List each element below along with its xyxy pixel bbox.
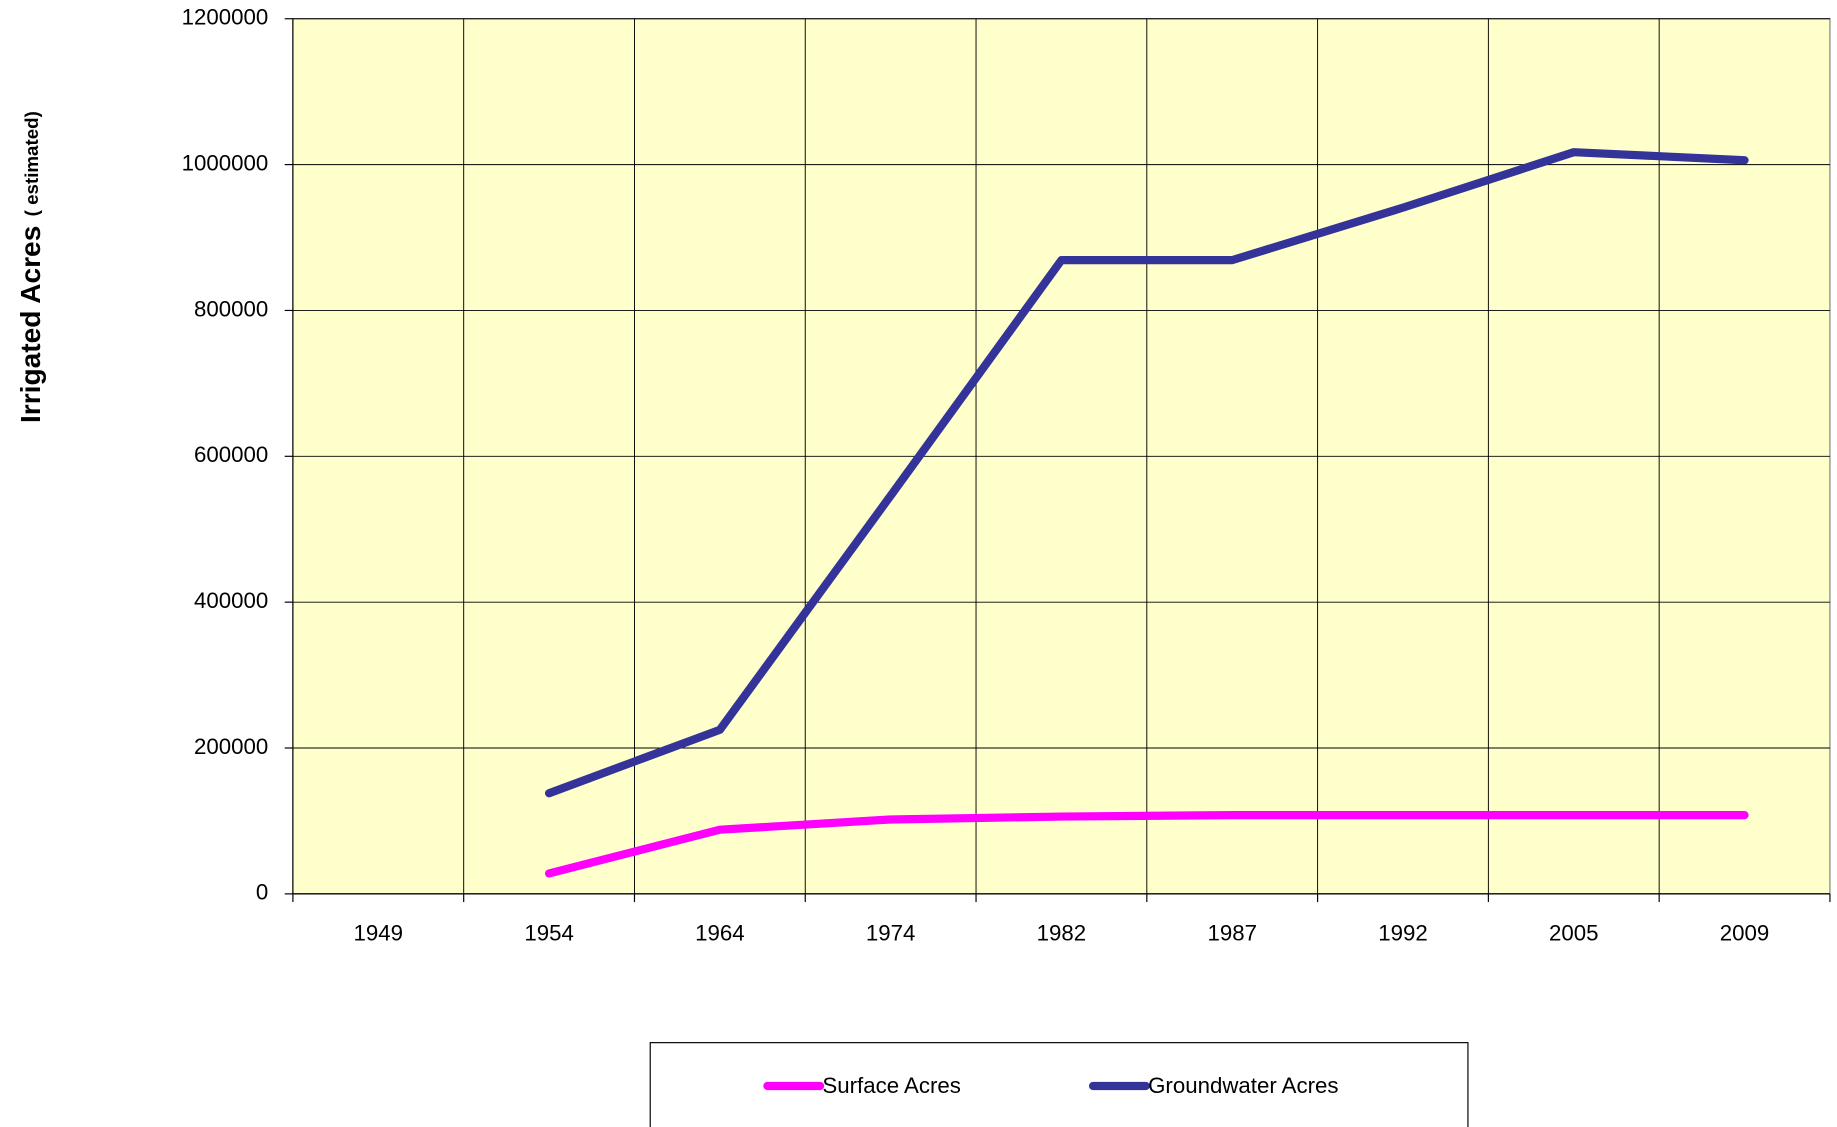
series-line <box>544 148 1749 798</box>
y-tick-label: 400000 <box>194 588 268 613</box>
x-tick-label: 1982 <box>1037 921 1087 946</box>
series-line <box>544 811 1749 878</box>
y-tick-label: 0 <box>256 880 268 905</box>
x-tick-label: 1954 <box>524 921 574 946</box>
x-tick-label: 1949 <box>354 921 403 946</box>
y-tick-label: 600000 <box>194 442 268 467</box>
y-axis-label: Irrigated Acres ( estimated) <box>15 111 46 423</box>
x-tick-label: 2005 <box>1549 921 1599 946</box>
y-tick-label: 800000 <box>194 296 268 321</box>
y-label-note: ( estimated) <box>21 111 42 216</box>
legend-label: Surface Acres <box>822 1073 961 1098</box>
y-tick-label: 1200000 <box>182 5 269 30</box>
y-label-main: Irrigated Acres <box>15 226 46 423</box>
x-tick-label: 2009 <box>1720 921 1770 946</box>
x-tick-label: 1987 <box>1207 921 1257 946</box>
legend-label: Groundwater Acres <box>1148 1073 1338 1098</box>
y-tick-label: 200000 <box>194 734 268 759</box>
x-tick-label: 1992 <box>1378 921 1428 946</box>
x-tick-label: 1974 <box>866 921 915 946</box>
x-tick-label: 1964 <box>695 921 745 946</box>
y-tick-label: 1000000 <box>182 150 269 175</box>
